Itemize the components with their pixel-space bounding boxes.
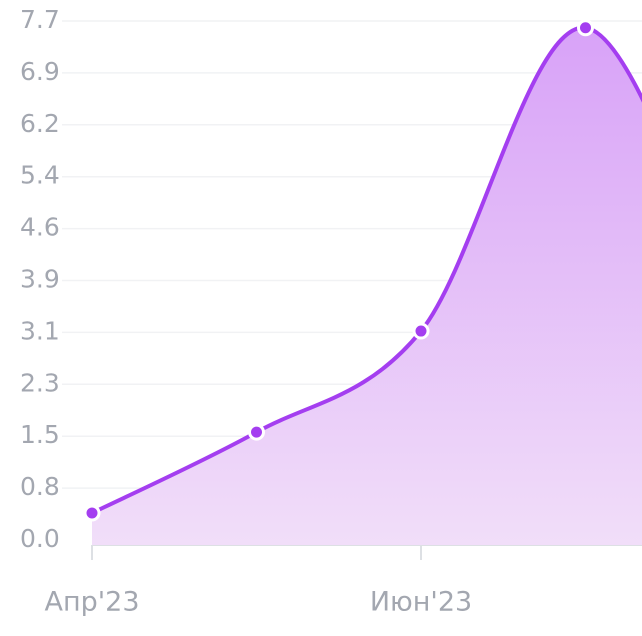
y-tick-label: 4.6 <box>20 213 60 242</box>
point <box>83 504 101 522</box>
y-tick-label: 3.9 <box>20 265 60 294</box>
y-tick-label: 3.1 <box>20 316 60 345</box>
x-tick-label: Апр'23 <box>44 587 139 618</box>
y-tick-label: 6.2 <box>20 109 60 138</box>
y-tick-label: 0.0 <box>20 524 60 553</box>
point <box>248 423 265 441</box>
area <box>92 27 642 545</box>
line <box>91 25 642 515</box>
y-tick-label: 6.9 <box>20 57 60 86</box>
y-tick-label: 0.8 <box>20 472 60 501</box>
y-tick-label: 5.4 <box>20 161 60 190</box>
point <box>412 322 430 340</box>
y-tick-label: 7.7 <box>20 5 60 34</box>
y-tick-label: 1.5 <box>20 420 60 449</box>
point <box>577 19 594 37</box>
x-tick-label: Июн'23 <box>370 587 472 618</box>
y-tick-label: 2.3 <box>20 368 60 397</box>
